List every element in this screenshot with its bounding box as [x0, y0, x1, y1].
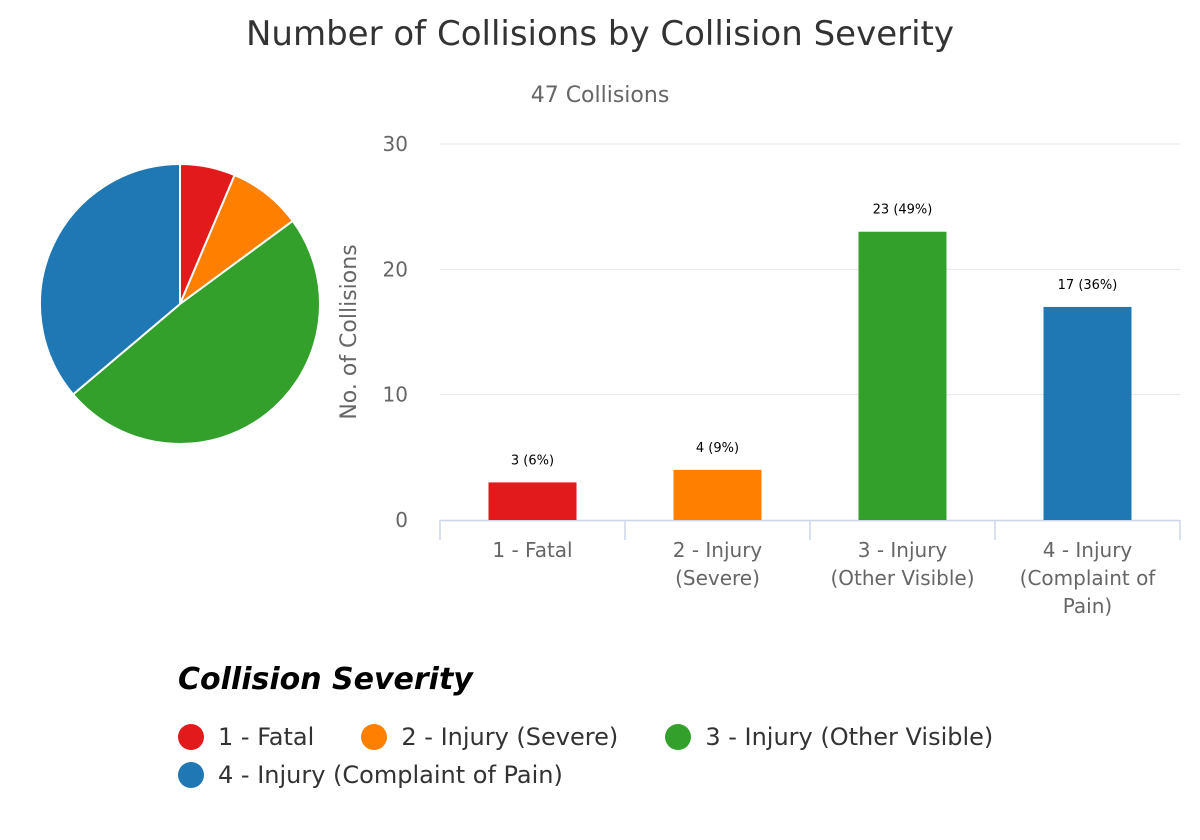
data-label: 3 (6%): [511, 453, 554, 468]
pie-chart: [39, 162, 321, 445]
data-label: 23 (49%): [873, 203, 933, 218]
y-axis-title: No. of Collisions: [337, 244, 362, 419]
x-tick-label: 4 - Injury: [1043, 538, 1133, 562]
legend: 1 - Fatal 2 - Injury (Severe) 3 - Injury…: [178, 718, 1078, 794]
legend-marker-icon: [178, 724, 204, 750]
pie-slice[interactable]: [71, 219, 321, 445]
legend-item-severe[interactable]: 2 - Injury (Severe): [361, 718, 618, 756]
y-tick-label: 20: [383, 257, 408, 281]
bar[interactable]: [673, 469, 762, 520]
legend-label: 3 - Injury (Other Visible): [705, 723, 994, 751]
data-label: 17 (36%): [1058, 278, 1118, 293]
legend-label: 1 - Fatal: [218, 723, 315, 751]
bar[interactable]: [488, 482, 577, 520]
chart-subtitle: 47 Collisions: [530, 83, 670, 108]
legend-label: 2 - Injury (Severe): [401, 723, 619, 751]
y-tick-label: 10: [383, 383, 408, 407]
x-tick-label: 2 - Injury: [673, 538, 763, 562]
pie-slice[interactable]: [39, 162, 181, 396]
bar[interactable]: [1043, 306, 1132, 520]
x-tick-label: (Complaint of: [1020, 566, 1157, 590]
legend-item-other-visible[interactable]: 3 - Injury (Other Visible): [665, 718, 993, 756]
x-tick-label: 3 - Injury: [858, 538, 948, 562]
legend-item-fatal[interactable]: 1 - Fatal: [178, 718, 314, 756]
bar[interactable]: [858, 231, 947, 520]
legend-marker-icon: [361, 724, 388, 750]
y-tick-label: 0: [395, 508, 408, 532]
x-tick-label: Pain): [1063, 594, 1112, 618]
x-tick-label: 1 - Fatal: [492, 538, 572, 562]
legend-title: Collision Severity: [178, 662, 473, 697]
legend-marker-icon: [665, 724, 692, 750]
chart-title: Number of Collisions by Collision Severi…: [245, 14, 954, 54]
y-tick-label: 30: [383, 132, 408, 156]
legend-item-complaint-of-pain[interactable]: 4 - Injury (Complaint of Pain): [178, 756, 563, 794]
x-tick-label: (Other Visible): [830, 566, 974, 590]
data-label: 4 (9%): [696, 441, 739, 456]
x-tick-label: (Severe): [675, 566, 760, 590]
bar-chart: 0 10 20 30 No. of Collisions 3 (6%) 1 - Fatal 4…: [337, 132, 1181, 618]
legend-label: 4 - Injury (Complaint of Pain): [218, 761, 563, 789]
legend-marker-icon: [178, 762, 204, 788]
